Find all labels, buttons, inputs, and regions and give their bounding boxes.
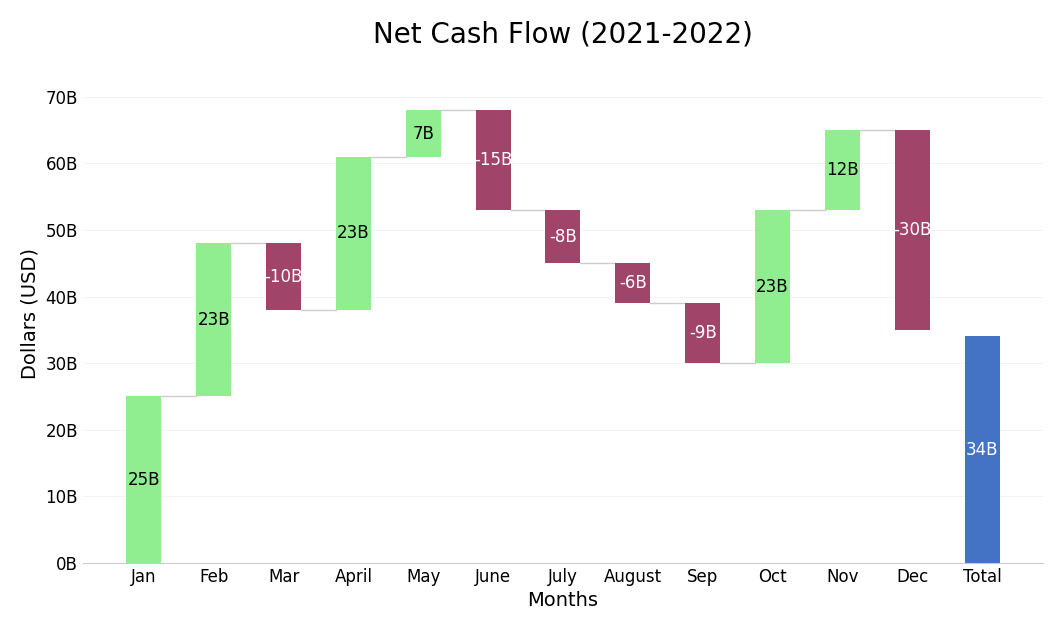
Bar xyxy=(405,110,440,157)
Text: 34B: 34B xyxy=(966,440,998,459)
Title: Net Cash Flow (2021-2022): Net Cash Flow (2021-2022) xyxy=(373,21,753,49)
Bar xyxy=(127,396,162,563)
Bar xyxy=(825,130,860,210)
Text: 12B: 12B xyxy=(826,161,859,179)
Text: 23B: 23B xyxy=(757,278,788,295)
Bar xyxy=(895,130,930,330)
Text: -30B: -30B xyxy=(893,221,931,239)
Y-axis label: Dollars (USD): Dollars (USD) xyxy=(21,248,39,379)
Text: -15B: -15B xyxy=(473,151,512,169)
Text: 23B: 23B xyxy=(337,225,369,242)
Bar xyxy=(615,263,650,304)
X-axis label: Months: Months xyxy=(528,591,598,610)
Bar xyxy=(266,244,301,310)
Bar xyxy=(965,336,999,563)
Text: -9B: -9B xyxy=(688,324,716,342)
Bar xyxy=(685,304,720,363)
Text: -6B: -6B xyxy=(619,274,647,292)
Text: 7B: 7B xyxy=(413,124,434,143)
Bar xyxy=(336,157,371,310)
Bar xyxy=(196,244,231,396)
Text: 25B: 25B xyxy=(128,471,160,488)
Text: -8B: -8B xyxy=(549,228,577,245)
Bar xyxy=(755,210,789,363)
Bar xyxy=(546,210,581,263)
Bar xyxy=(476,110,511,210)
Text: 23B: 23B xyxy=(198,311,230,329)
Text: -10B: -10B xyxy=(264,268,303,286)
